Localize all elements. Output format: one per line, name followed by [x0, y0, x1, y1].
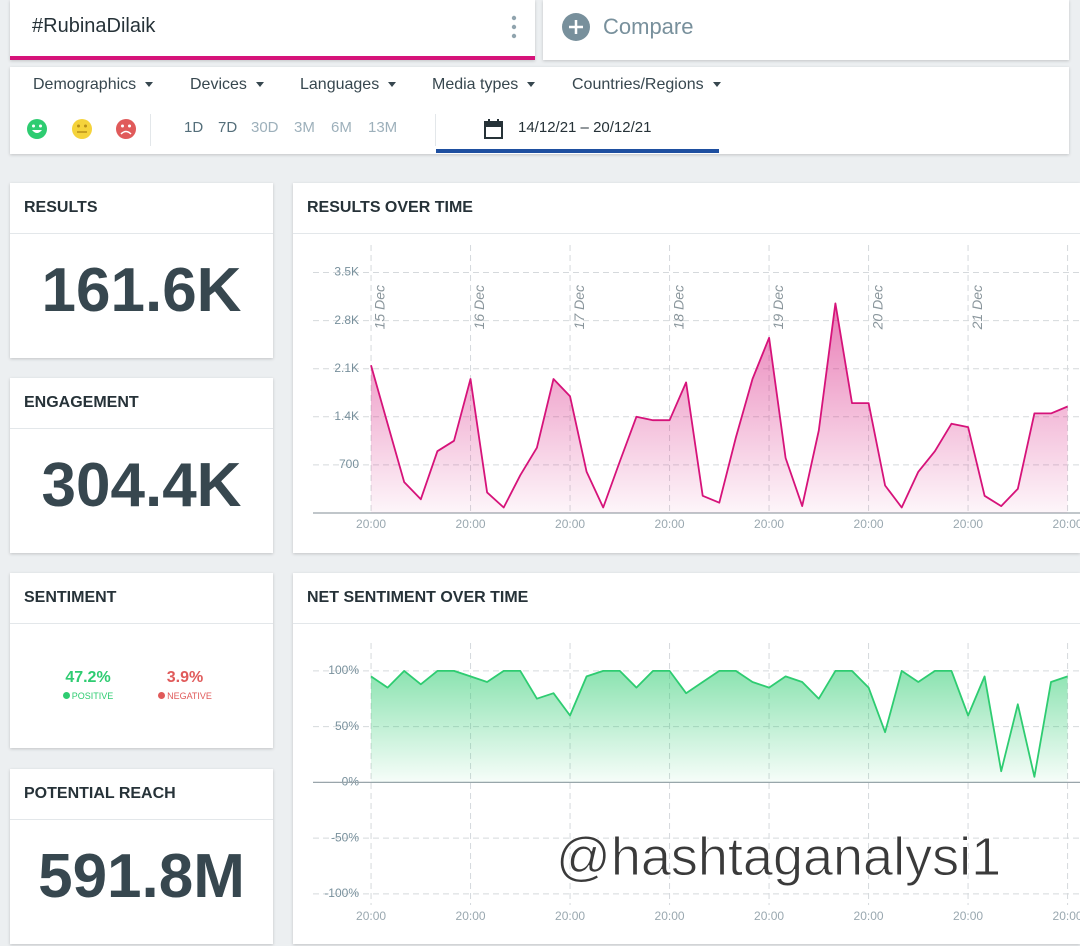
y-tick-label: -50%	[331, 830, 359, 844]
card-title: ENGAGEMENT	[24, 394, 139, 411]
divider	[10, 819, 273, 820]
card-title: POTENTIAL REACH	[24, 785, 176, 802]
date-label: 18 Dec	[670, 285, 686, 329]
search-query[interactable]: #RubinaDilaik	[32, 15, 156, 37]
x-tick-label: 20:00	[356, 517, 386, 531]
x-tick-label: 20:00	[456, 517, 486, 531]
watermark: @hashtaganalysi1	[555, 827, 1002, 888]
compare-box[interactable]: Compare	[543, 0, 1069, 60]
y-tick-label: 2.8K	[334, 313, 359, 327]
x-tick-label: 20:00	[953, 909, 983, 923]
card-value: 591.8M	[38, 842, 245, 911]
search-underline	[10, 56, 535, 60]
x-tick-label: 20:00	[754, 517, 784, 531]
period-button[interactable]: 13M	[368, 119, 398, 136]
compare-icon[interactable]	[562, 13, 592, 43]
negative-icon	[158, 692, 166, 699]
x-tick-label: 20:00	[655, 909, 685, 923]
separator	[435, 114, 436, 146]
x-tick-label: 20:00	[754, 909, 784, 923]
date-label: 15 Dec	[372, 285, 388, 329]
y-tick-label: 50%	[335, 719, 359, 733]
period-button[interactable]: 1D	[184, 119, 204, 136]
engagement-card: ENGAGEMENT 304.4K	[10, 378, 273, 553]
divider	[10, 623, 273, 624]
reach-card: POTENTIAL REACH 591.8M	[10, 769, 273, 944]
filter-bar	[10, 67, 1069, 154]
menu-icon[interactable]	[508, 14, 520, 40]
filter-dropdown[interactable]: Demographics	[33, 76, 153, 94]
negative-label-row: NEGATIVE	[145, 691, 225, 701]
filter-dropdown[interactable]: Languages	[300, 76, 396, 94]
calendar-icon[interactable]	[483, 118, 505, 140]
card-title: RESULTS	[24, 199, 98, 216]
x-tick-label: 20:00	[555, 909, 585, 923]
divider	[293, 623, 1080, 624]
date-label: 17 Dec	[571, 285, 587, 329]
y-tick-label: 0%	[342, 775, 360, 789]
area-fill	[371, 670, 1068, 783]
negative-label: NEGATIVE	[167, 691, 212, 701]
x-tick-label: 20:00	[1053, 909, 1080, 923]
results-card: RESULTS 161.6K	[10, 183, 273, 358]
card-value: 304.4K	[41, 451, 242, 520]
x-tick-label: 20:00	[953, 517, 983, 531]
area-line	[370, 670, 1068, 778]
x-tick-label: 20:00	[854, 909, 884, 923]
date-range[interactable]: 14/12/21 – 20/12/21	[518, 119, 652, 136]
positive-label-row: POSITIVE	[48, 691, 128, 701]
filter-dropdown[interactable]: Devices	[190, 76, 264, 94]
card-value: 161.6K	[41, 256, 242, 325]
x-tick-label: 20:00	[356, 909, 386, 923]
positive-icon	[62, 692, 70, 699]
y-tick-label: 2.1K	[334, 361, 359, 375]
period-button[interactable]: 6M	[331, 119, 352, 136]
date-label: 19 Dec	[770, 285, 786, 329]
area-fill	[371, 303, 1068, 513]
filter-dropdown[interactable]: Countries/Regions	[572, 76, 721, 94]
date-label: 16 Dec	[471, 285, 487, 329]
date-range-underline	[436, 149, 719, 153]
separator	[150, 114, 151, 146]
y-tick-label: 700	[339, 457, 359, 471]
filter-dropdown[interactable]: Media types	[432, 76, 535, 94]
x-tick-label: 20:00	[655, 517, 685, 531]
card-title: SENTIMENT	[24, 589, 117, 606]
x-tick-label: 20:00	[555, 517, 585, 531]
sentiment-chart: -100% -50% 0% 50% 100% 20:00 20:00 20:00 20:00 20…	[313, 643, 1080, 923]
area-line	[370, 302, 1068, 509]
divider	[293, 233, 1080, 234]
positive-value: 47.2%	[65, 669, 111, 686]
divider	[10, 428, 273, 429]
search-box[interactable]: #RubinaDilaik	[10, 0, 535, 60]
y-tick-label: 1.4K	[334, 409, 359, 423]
compare-label[interactable]: Compare	[603, 14, 694, 39]
results-chart: 700 1.4K 2.1K 2.8K 3.5K 20:00 15 Dec 20:00 16 De…	[313, 245, 1080, 531]
y-tick-label: 100%	[328, 663, 359, 677]
sentiment-filter-icons[interactable]	[22, 115, 152, 145]
x-tick-label: 20:00	[854, 517, 884, 531]
y-tick-label: 3.5K	[334, 265, 359, 279]
date-label: 20 Dec	[869, 285, 885, 330]
negative-value: 3.9%	[166, 669, 204, 686]
sentiment-card: SENTIMENT 47.2% POSITIVE 3.9% NEGATIVE	[10, 573, 273, 748]
chart-title: NET SENTIMENT OVER TIME	[307, 589, 529, 606]
period-button[interactable]: 30D	[251, 119, 279, 136]
divider	[10, 233, 273, 234]
period-button[interactable]: 7D	[218, 119, 238, 136]
x-tick-label: 20:00	[1053, 517, 1080, 531]
x-tick-label: 20:00	[456, 909, 486, 923]
date-label: 21 Dec	[969, 285, 985, 330]
period-button[interactable]: 3M	[294, 119, 315, 136]
chart-title: RESULTS OVER TIME	[307, 199, 473, 216]
y-tick-label: -100%	[324, 886, 359, 900]
positive-label: POSITIVE	[71, 691, 114, 701]
